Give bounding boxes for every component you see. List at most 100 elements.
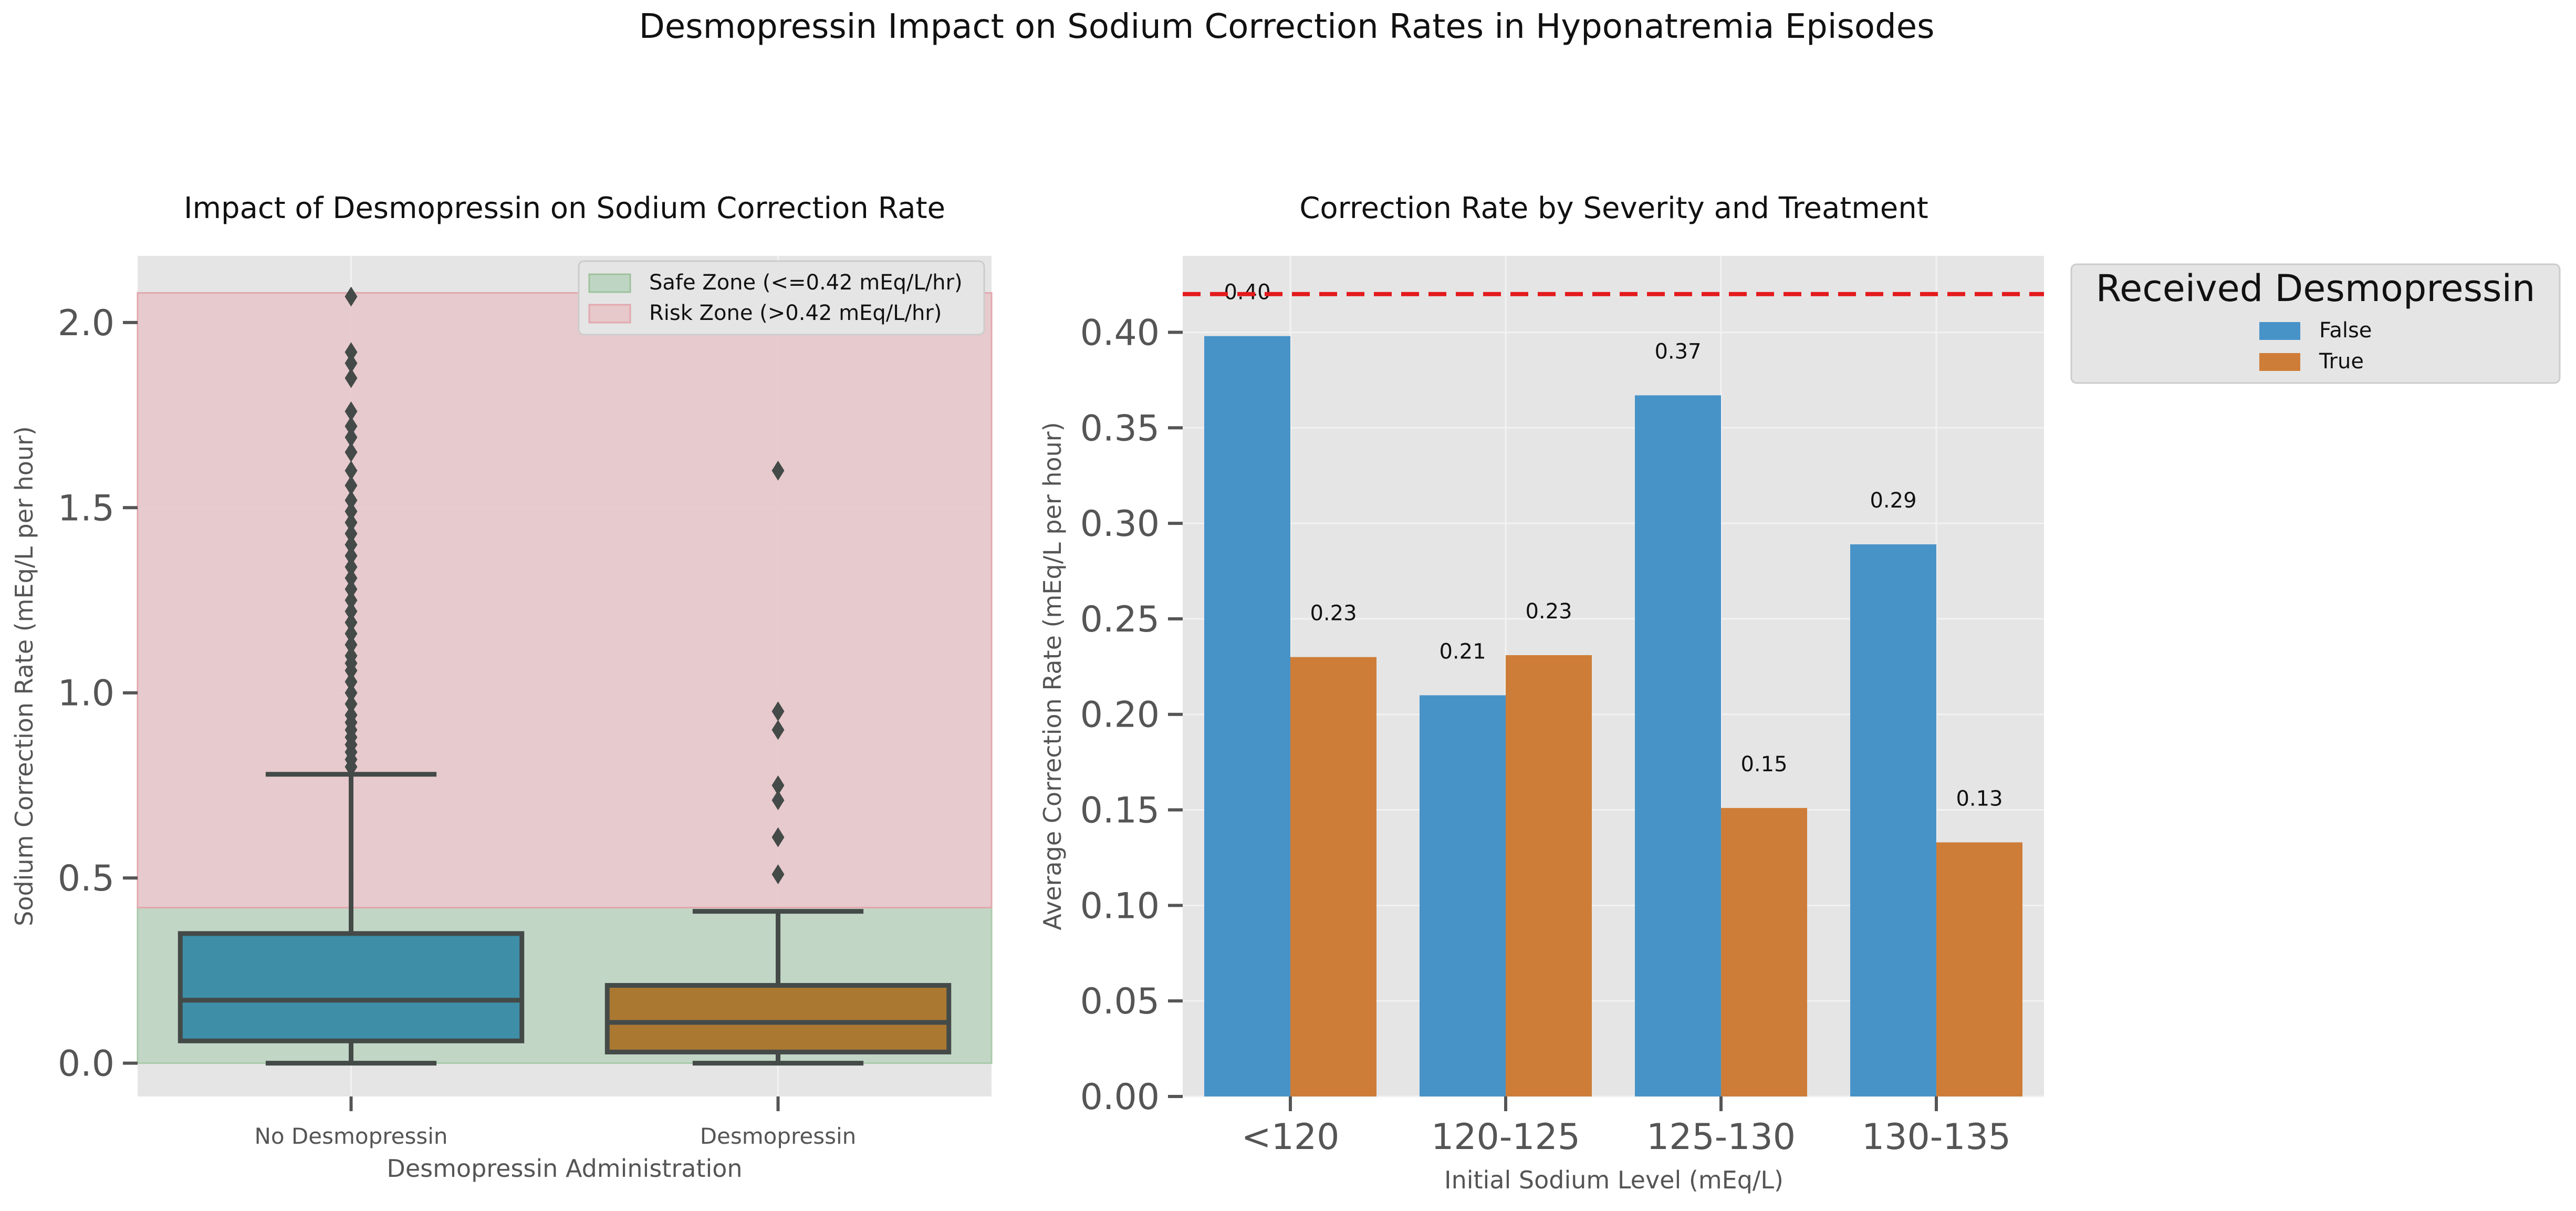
outlier-point bbox=[345, 705, 358, 726]
legend-label-true: True bbox=[2319, 349, 2364, 374]
y-tick-label: 0.0 bbox=[58, 1043, 114, 1085]
box-no-desmopressin bbox=[178, 286, 525, 1066]
outlier-point bbox=[771, 864, 785, 885]
bar-value-label: 0.37 bbox=[1654, 339, 1701, 364]
outlier-point bbox=[771, 790, 785, 811]
outlier-point bbox=[345, 557, 358, 577]
bar-true-130-135 bbox=[1936, 842, 2022, 1096]
bar-value-label: 0.15 bbox=[1740, 752, 1787, 777]
y-tick-label: 1.5 bbox=[58, 488, 114, 529]
y-tick-label: 0.00 bbox=[1080, 1077, 1160, 1118]
bar-chart-y-axis-label: Average Correction Rate (mEq/L per hour) bbox=[1038, 422, 1067, 930]
outlier-point bbox=[345, 601, 358, 622]
outlier-point bbox=[345, 512, 358, 533]
outlier-point bbox=[345, 694, 358, 714]
box-plot-panel: Impact of Desmopressin on Sodium Correct… bbox=[10, 191, 993, 1183]
x-tick-label: No Desmopressin bbox=[254, 1123, 447, 1149]
outlier-point bbox=[345, 490, 358, 511]
outlier-point bbox=[345, 523, 358, 544]
outlier-point bbox=[345, 534, 358, 555]
outlier-point bbox=[345, 342, 358, 363]
y-tick-label: 0.05 bbox=[1080, 981, 1160, 1022]
box-plot-x-axis: No Desmopressin Desmopressin bbox=[254, 1096, 856, 1149]
box-plot-y-axis: 0.0 0.5 1.0 1.5 2.0 bbox=[58, 303, 138, 1085]
outlier-point bbox=[345, 416, 358, 437]
outlier-point bbox=[345, 671, 358, 692]
outlier-point bbox=[345, 442, 358, 462]
bar-value-label: 0.13 bbox=[1956, 786, 2003, 811]
bar-value-label: 0.23 bbox=[1310, 602, 1357, 626]
y-tick-label: 0.20 bbox=[1080, 695, 1160, 736]
outlier-point bbox=[345, 368, 358, 388]
y-tick-label: 0.10 bbox=[1080, 885, 1160, 927]
x-tick-label: <120 bbox=[1242, 1116, 1340, 1158]
legend-label-false: False bbox=[2319, 318, 2372, 343]
outlier-point bbox=[345, 623, 358, 644]
bars bbox=[1204, 336, 2022, 1096]
x-tick-label: Desmopressin bbox=[700, 1123, 857, 1149]
x-tick-label: 120-125 bbox=[1431, 1116, 1580, 1158]
bar-chart-x-axis-label: Initial Sodium Level (mEq/L) bbox=[1444, 1166, 1784, 1194]
box-plot-y-axis-label: Sodium Correction Rate (mEq/L per hour) bbox=[10, 426, 38, 926]
x-tick-label: 125-130 bbox=[1646, 1116, 1796, 1158]
outlier-point bbox=[771, 460, 785, 481]
bar-chart-y-axis: 0.00 0.05 0.10 0.15 0.20 0.25 0.30 0.35 0.40 bbox=[1080, 312, 1183, 1118]
outlier-point bbox=[345, 401, 358, 422]
outlier-point bbox=[771, 701, 785, 721]
legend-label-risk-zone: Risk Zone (>0.42 mEq/L/hr) bbox=[649, 301, 942, 325]
y-tick-label: 0.40 bbox=[1080, 312, 1160, 354]
y-tick-label: 0.35 bbox=[1080, 408, 1160, 449]
outlier-point bbox=[345, 612, 358, 633]
bar-false-120-125 bbox=[1420, 695, 1506, 1096]
bar-value-label: 0.29 bbox=[1870, 489, 1916, 513]
legend-label-safe-zone: Safe Zone (<=0.42 mEq/L/hr) bbox=[649, 271, 963, 295]
legend-swatch-false bbox=[2259, 322, 2300, 340]
outlier-point bbox=[345, 646, 358, 666]
bar-chart-panel: Correction Rate by Severity and Treatmen… bbox=[1038, 191, 2561, 1194]
bar-false-125-130 bbox=[1635, 395, 1721, 1096]
legend-swatch-true bbox=[2259, 353, 2300, 371]
y-tick-label: 0.25 bbox=[1080, 599, 1160, 640]
outlier-point bbox=[345, 501, 358, 522]
y-tick-label: 0.5 bbox=[58, 858, 114, 899]
iqr-box bbox=[178, 931, 525, 1043]
bar-true-120 bbox=[1290, 657, 1376, 1096]
bar-value-label: 0.23 bbox=[1525, 599, 1572, 624]
iqr-box bbox=[604, 983, 952, 1054]
outlier-point bbox=[345, 635, 358, 655]
box-plot-title: Impact of Desmopressin on Sodium Correct… bbox=[184, 191, 945, 225]
outlier-point bbox=[345, 353, 358, 374]
bar-true-120-125 bbox=[1506, 655, 1592, 1096]
bar-chart-x-axis: <120 120-125 125-130 130-135 bbox=[1242, 1096, 2011, 1158]
bar-true-125-130 bbox=[1721, 808, 1807, 1096]
y-tick-label: 1.0 bbox=[58, 673, 114, 715]
y-tick-label: 2.0 bbox=[58, 303, 114, 344]
outlier-point bbox=[345, 427, 358, 448]
legend-title: Received Desmopressin bbox=[2096, 267, 2536, 310]
boxes bbox=[178, 286, 952, 1066]
y-tick-label: 0.30 bbox=[1080, 503, 1160, 545]
outlier-point bbox=[771, 827, 785, 847]
bar-false-120 bbox=[1204, 336, 1290, 1096]
bar-false-130-135 bbox=[1850, 544, 1936, 1096]
outlier-point bbox=[771, 720, 785, 740]
zone-legend: Safe Zone (<=0.42 mEq/L/hr) Risk Zone (>… bbox=[578, 260, 985, 336]
x-tick-label: 130-135 bbox=[1862, 1116, 2011, 1158]
bar-value-label: 0.21 bbox=[1439, 639, 1486, 664]
bar-chart-title: Correction Rate by Severity and Treatmen… bbox=[1299, 191, 1928, 225]
box-desmopressin bbox=[604, 460, 952, 1066]
outlier-point bbox=[345, 475, 358, 496]
y-tick-label: 0.15 bbox=[1080, 790, 1160, 832]
legend-swatch-safe-zone bbox=[588, 273, 631, 293]
outlier-point bbox=[771, 775, 785, 795]
outlier-point bbox=[345, 545, 358, 566]
treatment-legend: Received Desmopressin False True bbox=[2070, 263, 2561, 384]
outlier-point bbox=[345, 579, 358, 599]
outlier-point bbox=[345, 590, 358, 610]
figure-title: Desmopressin Impact on Sodium Correction… bbox=[639, 7, 1935, 46]
box-plot-x-axis-label: Desmopressin Administration bbox=[387, 1154, 742, 1183]
legend-swatch-risk-zone bbox=[588, 304, 631, 324]
outlier-point bbox=[345, 568, 358, 588]
risk-zone-band bbox=[137, 292, 993, 909]
